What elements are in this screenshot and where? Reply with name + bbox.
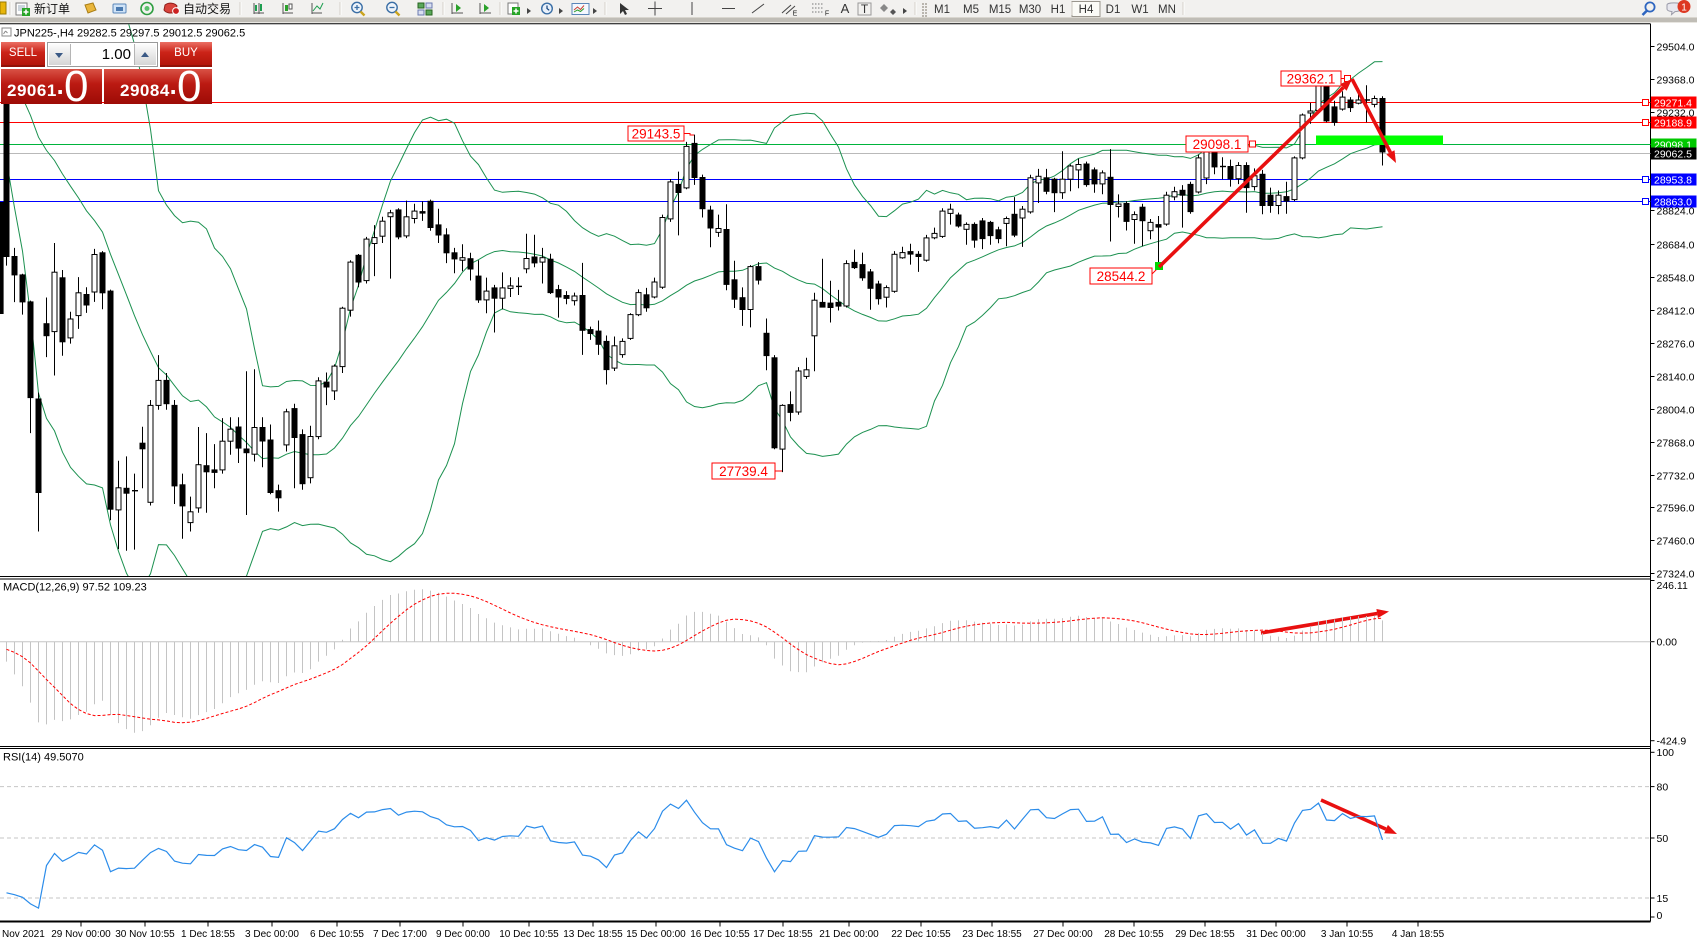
svg-text:A: A [841, 1, 850, 16]
svg-text:28276.0: 28276.0 [1657, 338, 1695, 350]
svg-text:29098.1: 29098.1 [1193, 137, 1242, 152]
svg-text:27868.0: 27868.0 [1657, 437, 1695, 449]
svg-text:17 Dec 18:55: 17 Dec 18:55 [753, 929, 813, 940]
svg-text:29188.9: 29188.9 [1654, 117, 1692, 129]
svg-text:15: 15 [1657, 893, 1669, 905]
svg-text:7 Dec 17:00: 7 Dec 17:00 [373, 929, 427, 940]
svg-text:16 Dec 10:55: 16 Dec 10:55 [690, 929, 750, 940]
svg-text:28953.8: 28953.8 [1654, 174, 1692, 186]
svg-text:10 Dec 10:55: 10 Dec 10:55 [499, 929, 559, 940]
svg-text:自动交易: 自动交易 [183, 1, 231, 16]
svg-text:23 Dec 18:55: 23 Dec 18:55 [962, 929, 1022, 940]
svg-text:29232.0: 29232.0 [1657, 107, 1695, 119]
svg-text:0: 0 [1657, 910, 1663, 922]
svg-text:MN: MN [1158, 4, 1176, 16]
svg-text:28004.0: 28004.0 [1657, 404, 1695, 416]
svg-text:27324.0: 27324.0 [1657, 568, 1695, 580]
svg-text:29368.0: 29368.0 [1657, 74, 1695, 86]
svg-text:13 Dec 18:55: 13 Dec 18:55 [563, 929, 623, 940]
svg-text:28824.0: 28824.0 [1657, 205, 1695, 217]
svg-text:28140.0: 28140.0 [1657, 371, 1695, 383]
svg-text:80: 80 [1657, 781, 1669, 793]
svg-text:D1: D1 [1106, 4, 1121, 16]
svg-text:M15: M15 [989, 4, 1011, 16]
svg-text:28544.2: 28544.2 [1097, 269, 1146, 284]
svg-text:RSI(14) 49.5070: RSI(14) 49.5070 [3, 752, 84, 764]
svg-text:29271.4: 29271.4 [1654, 97, 1692, 109]
svg-text:3 Jan 10:55: 3 Jan 10:55 [1321, 929, 1374, 940]
svg-text:F: F [825, 11, 829, 18]
svg-text:27460.0: 27460.0 [1657, 535, 1695, 547]
svg-text:28548.0: 28548.0 [1657, 272, 1695, 284]
svg-text:0.00: 0.00 [1657, 637, 1678, 649]
svg-text:3 Dec 00:00: 3 Dec 00:00 [245, 929, 299, 940]
svg-text:100: 100 [1657, 747, 1675, 759]
svg-text:30 Nov 10:55: 30 Nov 10:55 [115, 929, 175, 940]
svg-text:M1: M1 [934, 4, 950, 16]
svg-text:W1: W1 [1131, 4, 1148, 16]
svg-text:22 Dec 10:55: 22 Dec 10:55 [891, 929, 951, 940]
svg-text:27596.0: 27596.0 [1657, 502, 1695, 514]
svg-text:6 Dec 10:55: 6 Dec 10:55 [310, 929, 364, 940]
svg-text:27739.4: 27739.4 [719, 464, 768, 479]
svg-text:E: E [793, 11, 798, 18]
svg-text:1: 1 [1681, 3, 1687, 14]
svg-text:H1: H1 [1051, 4, 1066, 16]
svg-text:29504.0: 29504.0 [1657, 41, 1695, 53]
svg-text:29 Nov 00:00: 29 Nov 00:00 [51, 929, 111, 940]
svg-text:Nov 2021: Nov 2021 [2, 929, 45, 940]
svg-text:29143.5: 29143.5 [632, 127, 681, 142]
svg-text:1 Dec 18:55: 1 Dec 18:55 [181, 929, 235, 940]
svg-text:T: T [861, 2, 869, 16]
svg-text:新订单: 新订单 [34, 1, 70, 16]
svg-text:4 Jan 18:55: 4 Jan 18:55 [1392, 929, 1445, 940]
svg-text:29 Dec 18:55: 29 Dec 18:55 [1175, 929, 1235, 940]
svg-text:31 Dec 00:00: 31 Dec 00:00 [1246, 929, 1306, 940]
svg-text:27 Dec 00:00: 27 Dec 00:00 [1033, 929, 1093, 940]
svg-text:28 Dec 10:55: 28 Dec 10:55 [1104, 929, 1164, 940]
svg-text:50: 50 [1657, 833, 1669, 845]
svg-text:M5: M5 [963, 4, 979, 16]
svg-text:M30: M30 [1019, 4, 1041, 16]
svg-text:-424.9: -424.9 [1657, 736, 1687, 748]
svg-text:27732.0: 27732.0 [1657, 470, 1695, 482]
svg-text:29062.5: 29062.5 [1654, 148, 1692, 160]
svg-text:JPN225-,H4 29282.5 29297.5 29: JPN225-,H4 29282.5 29297.5 29012.5 29062… [14, 28, 245, 40]
svg-text:246.11: 246.11 [1657, 580, 1688, 592]
svg-text:28863.0: 28863.0 [1654, 196, 1692, 208]
svg-text:15 Dec 00:00: 15 Dec 00:00 [626, 929, 686, 940]
svg-text:28684.0: 28684.0 [1657, 239, 1695, 251]
svg-text:H4: H4 [1079, 4, 1094, 16]
svg-text:28412.0: 28412.0 [1657, 305, 1695, 317]
svg-text:9 Dec 00:00: 9 Dec 00:00 [436, 929, 490, 940]
svg-text:29362.1: 29362.1 [1287, 72, 1336, 87]
svg-text:MACD(12,26,9) 97.52 109.23: MACD(12,26,9) 97.52 109.23 [3, 582, 147, 594]
svg-text:21 Dec 00:00: 21 Dec 00:00 [819, 929, 879, 940]
